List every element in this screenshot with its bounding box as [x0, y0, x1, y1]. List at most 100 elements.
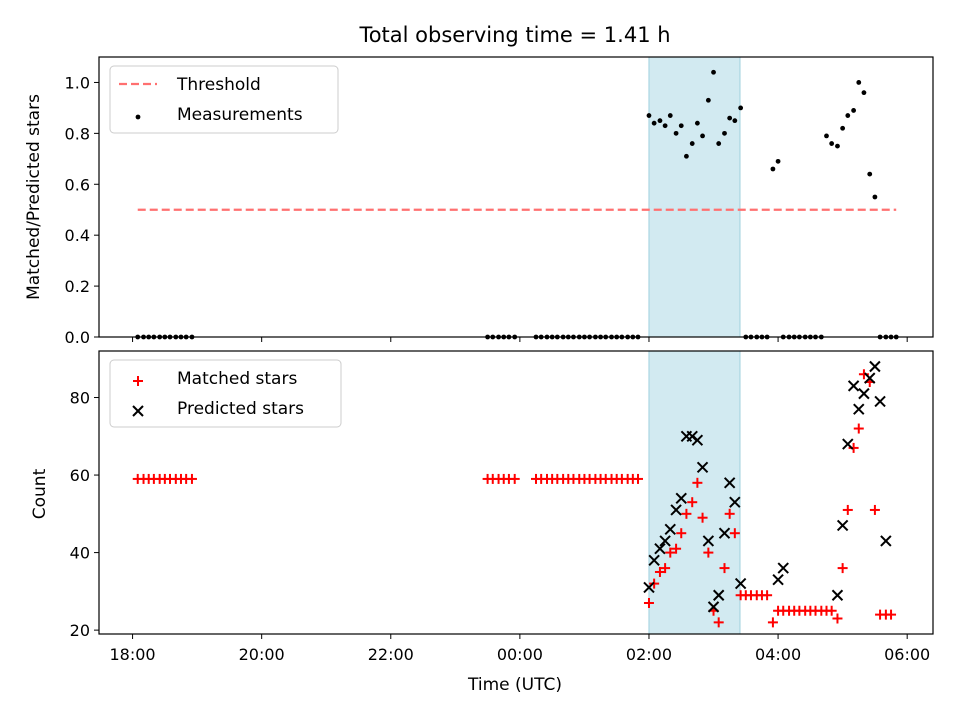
legend-box — [109, 65, 339, 134]
matched-star-point — [660, 563, 671, 574]
matched-star-point — [692, 477, 703, 488]
legend-label: Measurements — [177, 105, 303, 125]
predicted-star-point — [842, 438, 854, 450]
matched-star-point — [826, 605, 837, 616]
matched-star-point — [713, 617, 724, 628]
x-tick-label: 00:00 — [497, 645, 543, 664]
predicted-star-point — [718, 527, 731, 539]
predicted-star-point — [675, 492, 687, 505]
x-tick-label: 20:00 — [239, 645, 285, 664]
predicted-star-point — [874, 395, 886, 408]
matched-star-point — [837, 563, 848, 574]
measurement-point — [861, 90, 867, 96]
y-tick-label: 40 — [70, 544, 90, 563]
top-panel: 0.0 0.2 0.4 0.6 0.8 1.0 Threshold Measurements — [65, 56, 934, 347]
measurement-point — [678, 123, 684, 129]
y-tick-label: 0.4 — [65, 226, 90, 245]
matched-star-point — [869, 504, 880, 515]
matched-star-point — [671, 543, 682, 554]
measurement-point — [770, 166, 776, 172]
matched-star-point — [633, 473, 644, 484]
matched-star-point — [509, 473, 520, 484]
predicted-star-point — [648, 554, 660, 567]
predicted-star-point — [869, 360, 881, 373]
measurement-point — [716, 141, 722, 146]
predicted-star-point — [772, 574, 784, 586]
measurement-point — [662, 123, 668, 129]
legend-label: Threshold — [176, 75, 261, 95]
predicted-star-point — [858, 387, 870, 400]
x-tick-label: 04:00 — [755, 645, 801, 664]
measurement-point — [711, 69, 716, 75]
measurement-point — [856, 80, 862, 85]
axes-frame — [98, 350, 934, 635]
legend-predicted-swatch — [132, 405, 144, 417]
measurement-point — [673, 130, 679, 136]
x-tick-label: 02:00 — [626, 645, 672, 664]
measurement-point — [872, 194, 878, 200]
matched-star-point — [886, 609, 897, 620]
highlight-span — [648, 56, 741, 338]
measurement-point — [835, 143, 840, 149]
y-tick-label: 0.2 — [65, 277, 90, 296]
legend-box — [109, 359, 342, 428]
legend-label: Matched stars — [177, 369, 297, 389]
predicted-star-point — [831, 589, 844, 601]
chart-title: Total observing time = 1.41 h — [358, 23, 670, 47]
measurement-point — [829, 141, 835, 146]
measurement-point — [732, 118, 738, 124]
measurement-point — [775, 158, 781, 164]
x-tick-label: 18:00 — [110, 645, 156, 664]
matched-star-point — [186, 473, 197, 484]
predicted-star-point — [691, 434, 704, 446]
y-tick-label: 1.0 — [65, 73, 90, 92]
axes-frame — [98, 56, 934, 338]
predicted-star-point — [729, 496, 741, 508]
matched-star-point — [665, 547, 676, 558]
y-tick-label: 20 — [70, 621, 90, 640]
matched-star-point — [724, 508, 735, 519]
highlight-span — [648, 350, 741, 635]
predicted-star-point — [659, 535, 671, 547]
measurement-point — [738, 105, 744, 111]
predicted-star-point — [707, 601, 720, 613]
measurement-point — [684, 153, 689, 159]
y-tick-label: 0.0 — [65, 328, 90, 347]
matched-star-point — [676, 528, 687, 539]
predicted-star-point — [880, 535, 892, 547]
predicted-star-point — [734, 577, 747, 590]
predicted-star-point — [664, 523, 676, 536]
x-tick-label: 22:00 — [368, 645, 414, 664]
measurement-point — [667, 113, 673, 118]
top-y-axis-label: Matched/Predicted stars — [24, 94, 44, 300]
matched-star-point — [762, 590, 773, 601]
measurement-point — [646, 113, 652, 118]
predicted-star-point — [847, 380, 860, 392]
measurement-point — [700, 133, 705, 139]
measurement-point — [851, 108, 857, 113]
measurement-point — [840, 125, 846, 131]
predicted-star-point — [696, 461, 709, 474]
predicted-star-point — [702, 535, 715, 547]
y-tick-label: 0.6 — [65, 175, 90, 194]
predicted-star-point — [777, 562, 789, 574]
predicted-star-point — [723, 477, 736, 489]
matched-star-point — [853, 423, 864, 434]
bottom-panel: 20 40 60 80 18:00 20:00 22:00 00:00 02:00 04:00 06… — [70, 350, 934, 664]
predicted-star-point — [654, 543, 666, 555]
measurement-point — [705, 97, 711, 103]
y-tick-label: 60 — [70, 466, 90, 485]
y-tick-label: 80 — [70, 389, 90, 408]
measurement-point — [824, 133, 829, 139]
matched-star-point — [832, 613, 843, 624]
matched-star-point — [767, 617, 778, 628]
measurement-point — [845, 113, 851, 118]
x-tick-label: 06:00 — [884, 645, 930, 664]
predicted-star-point — [712, 589, 725, 601]
measurement-point — [689, 141, 695, 146]
legend-label: Predicted stars — [177, 399, 304, 419]
predicted-star-point — [864, 372, 876, 384]
matched-star-point — [703, 547, 714, 558]
predicted-star-point — [643, 581, 655, 594]
measurement-point — [727, 115, 733, 121]
